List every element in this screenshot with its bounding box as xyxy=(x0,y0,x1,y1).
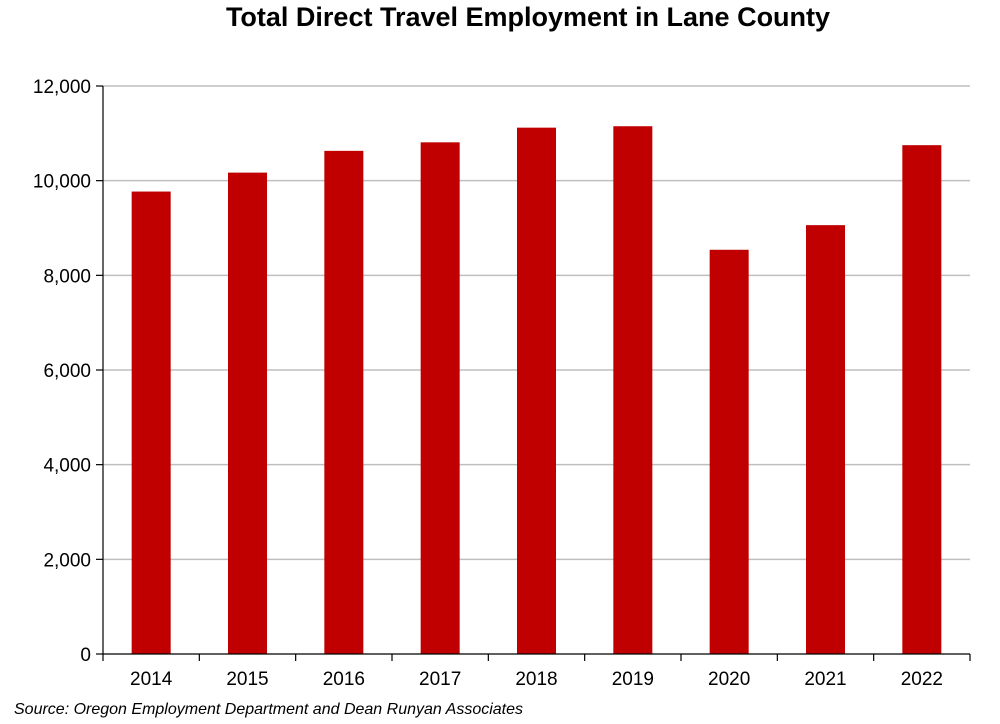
chart-title: Total Direct Travel Employment in Lane C… xyxy=(225,2,831,32)
bar-2016 xyxy=(324,150,364,654)
y-tick-label: 0 xyxy=(80,645,91,666)
x-tick-label: 2019 xyxy=(612,669,654,690)
x-tick-label: 2021 xyxy=(804,669,846,690)
y-tick-label: 2,000 xyxy=(43,550,91,571)
bars xyxy=(131,126,942,655)
y-tick-label: 12,000 xyxy=(33,77,91,98)
x-tick-label: 2014 xyxy=(130,669,173,690)
y-tick-label: 10,000 xyxy=(33,172,91,193)
axes xyxy=(96,85,971,661)
x-tick-label: 2020 xyxy=(708,669,750,690)
x-tick-label: 2016 xyxy=(323,669,365,690)
x-tick-label: 2022 xyxy=(901,669,943,690)
bar-2017 xyxy=(420,142,460,654)
x-tick-label: 2018 xyxy=(515,669,557,690)
bar-2020 xyxy=(709,249,749,655)
bar-2015 xyxy=(228,172,267,654)
source-note: Source: Oregon Employment Department and… xyxy=(14,701,524,718)
bar-2021 xyxy=(806,225,845,654)
y-tick-label: 6,000 xyxy=(43,361,91,382)
x-tick-label: 2017 xyxy=(419,669,461,690)
bar-2019 xyxy=(613,126,653,654)
tick-labels: 0 2,000 4,000 6,000 8,000 10,000 12,000 2014 201… xyxy=(33,77,943,690)
bar-2022 xyxy=(902,145,942,654)
x-tick-label: 2015 xyxy=(226,669,268,690)
bar-2014 xyxy=(131,191,171,654)
bar-2018 xyxy=(517,127,556,655)
y-tick-label: 8,000 xyxy=(43,266,91,287)
y-tick-label: 4,000 xyxy=(43,456,91,477)
